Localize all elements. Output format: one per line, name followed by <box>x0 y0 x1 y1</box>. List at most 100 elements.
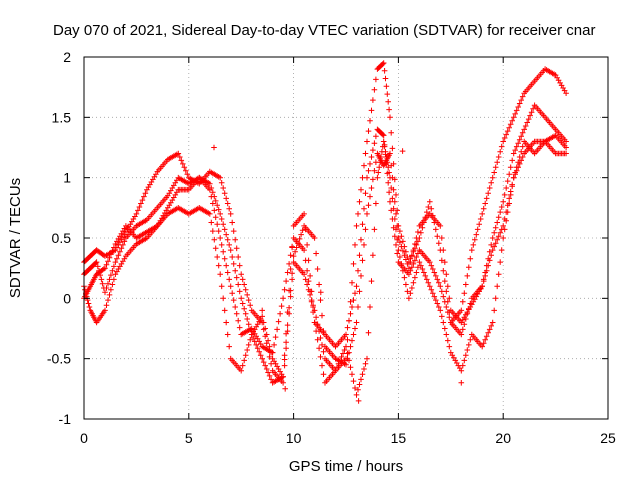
data-point-track-a <box>506 124 512 131</box>
data-point-track-c <box>480 340 487 346</box>
data-point-track-a <box>370 97 376 103</box>
data-point-track-c <box>226 343 232 350</box>
data-point-track-d <box>98 276 105 283</box>
data-point-track-d <box>492 240 499 246</box>
data-point-track-a <box>498 143 505 150</box>
data-point-track-d <box>442 259 448 265</box>
data-point-track-c <box>445 337 451 344</box>
data-point-track-d <box>296 236 303 242</box>
data-point-track-d <box>266 343 273 350</box>
data-point-track-c <box>479 343 485 350</box>
data-point-outlier <box>269 349 276 356</box>
data-point-track-d <box>236 288 243 295</box>
data-point-track-c <box>364 355 370 362</box>
data-point-track-c <box>358 376 364 383</box>
data-point-track-a <box>501 135 508 141</box>
data-point-track-a <box>507 121 514 127</box>
data-point-track-d <box>120 242 126 248</box>
data-point-track-b <box>460 326 466 333</box>
data-point-track-a <box>317 335 324 341</box>
data-point-track-d <box>407 259 414 265</box>
data-point-track-b <box>350 297 357 303</box>
data-point-track-b <box>497 209 503 215</box>
data-point-track-c <box>108 286 114 293</box>
data-point-track-d <box>227 247 234 253</box>
data-point-track-a <box>180 161 186 167</box>
data-point-track-c <box>368 278 375 284</box>
data-point-track-a <box>365 128 372 134</box>
data-point-track-b <box>235 317 241 324</box>
data-point-track-c <box>350 378 357 384</box>
x-tick-label: 15 <box>391 430 407 446</box>
data-point-track-c <box>365 330 372 336</box>
data-point-track-b <box>111 244 117 251</box>
data-point-track-c <box>443 331 450 338</box>
data-point-track-d <box>500 223 506 229</box>
data-point-track-c <box>374 174 381 181</box>
data-point-track-d <box>230 261 237 267</box>
data-point-track-b <box>308 299 315 305</box>
data-point-track-c <box>376 164 382 171</box>
data-point-outlier <box>399 148 406 154</box>
data-point-track-b <box>373 133 379 140</box>
data-point-track-c <box>486 326 493 333</box>
data-point-track-a <box>232 236 238 243</box>
data-point-track-c <box>334 364 340 371</box>
data-point-track-d <box>319 312 325 319</box>
data-point-track-b <box>224 269 231 276</box>
data-point-track-c <box>238 367 244 374</box>
data-point-track-d <box>480 278 487 284</box>
data-point-track-a <box>371 87 378 93</box>
data-point-track-b <box>215 228 222 234</box>
data-point-track-c <box>362 361 369 367</box>
data-point-track-b <box>436 280 442 286</box>
data-point-track-c <box>442 325 448 332</box>
data-point-track-a <box>289 276 295 283</box>
data-point-track-b <box>507 164 514 171</box>
data-point-track-a <box>495 154 502 160</box>
data-point-track-a <box>367 118 373 124</box>
data-point-track-d <box>362 226 369 233</box>
data-point-track-d <box>217 211 223 217</box>
data-point-track-d <box>284 322 291 328</box>
data-point-track-b <box>519 130 526 136</box>
data-point-track-c <box>254 345 261 352</box>
data-point-track-c <box>440 319 447 326</box>
data-point-track-c <box>245 342 252 348</box>
data-point-track-a <box>424 209 430 215</box>
data-point-track-a <box>461 290 468 296</box>
data-point-track-d <box>214 202 220 208</box>
data-point-track-c <box>413 269 420 276</box>
data-point-track-b <box>509 157 515 164</box>
data-point-track-d <box>344 355 351 362</box>
data-point-track-c <box>437 307 444 314</box>
data-point-track-a <box>509 118 515 124</box>
data-point-track-b <box>521 126 527 133</box>
data-point-track-a <box>221 190 228 196</box>
data-point-track-a <box>427 199 433 205</box>
data-point-track-d <box>320 328 327 334</box>
data-point-track-c <box>109 281 116 288</box>
data-point-track-a <box>519 93 526 100</box>
data-point-track-c <box>242 352 249 358</box>
data-point-track-d <box>392 199 398 205</box>
data-point-track-b <box>356 252 363 258</box>
data-point-track-a <box>439 257 445 264</box>
data-point-track-b <box>393 242 399 248</box>
data-point-track-c <box>518 157 524 164</box>
data-point-track-a <box>503 131 509 138</box>
data-point-track-c <box>103 302 110 308</box>
data-point-track-c <box>401 274 408 281</box>
data-point-track-b <box>236 324 243 331</box>
data-point-track-c <box>307 273 313 279</box>
data-point-track-d <box>290 253 297 259</box>
data-point-track-a <box>485 190 491 196</box>
data-point-track-b <box>310 309 316 315</box>
data-point-track-d <box>233 274 240 281</box>
data-point-track-c <box>356 381 363 388</box>
data-point-track-a <box>460 299 466 305</box>
data-point-track-c <box>491 307 497 314</box>
data-point-track-d <box>262 325 268 332</box>
data-point-track-d <box>389 174 396 181</box>
data-point-track-a <box>497 149 503 155</box>
